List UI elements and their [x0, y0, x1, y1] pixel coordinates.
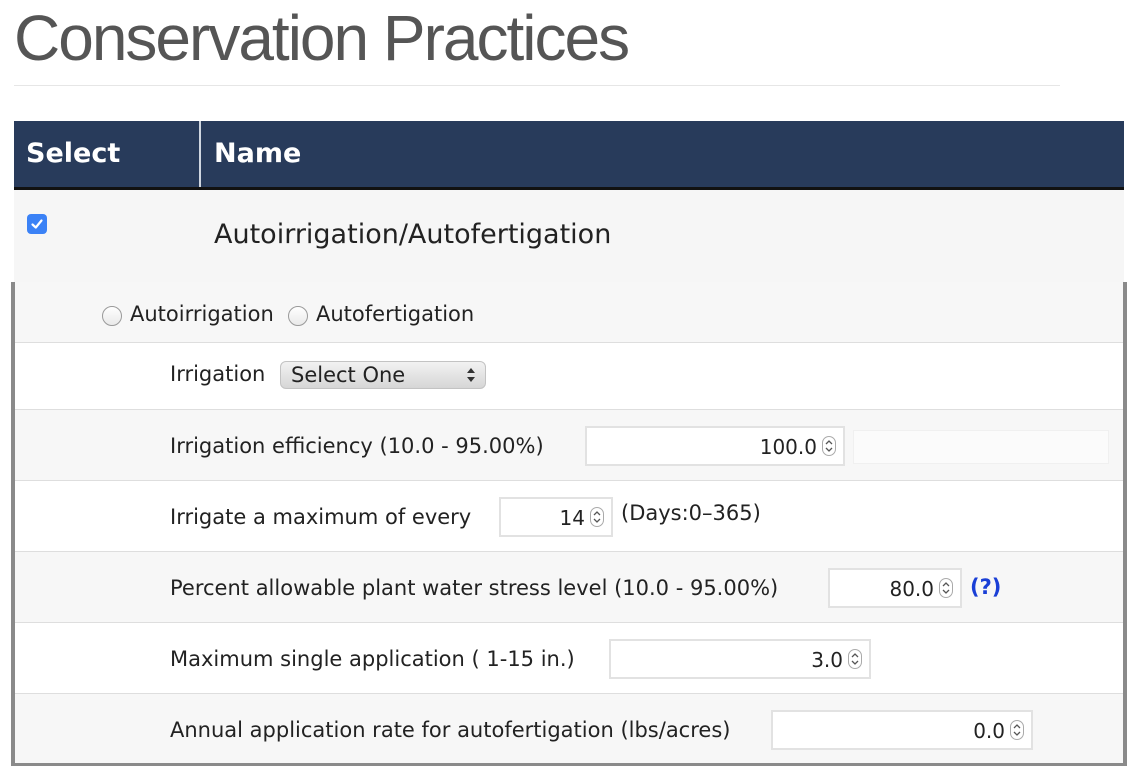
single-app-spinner[interactable] — [848, 649, 862, 669]
page-title: Conservation Practices — [14, 2, 630, 74]
single-app-value: 3.0 — [811, 648, 843, 672]
table-header: Select Name — [14, 121, 1124, 190]
irrigation-select[interactable]: Select One — [280, 361, 486, 389]
single-app-label: Maximum single application ( 1-15 in.) — [170, 647, 575, 671]
single-app-input[interactable]: 3.0 — [609, 639, 871, 679]
single-app-row: Maximum single application ( 1-15 in.) 3… — [15, 622, 1123, 694]
mode-row: Autoirrigation Autofertigation — [15, 282, 1123, 342]
irrigation-row: Irrigation Select One — [15, 342, 1123, 410]
spinner-arrows-icon — [1013, 724, 1021, 736]
efficiency-extra-field — [853, 430, 1109, 464]
max-every-input[interactable]: 14 — [499, 497, 613, 537]
efficiency-spinner[interactable] — [822, 436, 836, 456]
annual-rate-label: Annual application rate for autofertigat… — [170, 718, 731, 742]
max-every-value: 14 — [559, 506, 585, 530]
efficiency-value: 100.0 — [759, 435, 817, 459]
efficiency-label: Irrigation efficiency (10.0 - 95.00%) — [170, 434, 544, 458]
header-divider — [199, 121, 201, 187]
practice-checkbox[interactable] — [27, 214, 47, 234]
autoirrigation-radio[interactable] — [102, 306, 122, 326]
irrigation-label: Irrigation — [170, 362, 266, 386]
max-every-label: Irrigate a maximum of every — [170, 505, 472, 529]
practice-name: Autoirrigation/Autofertigation — [214, 219, 612, 250]
spinner-arrows-icon — [825, 440, 833, 452]
max-every-spinner[interactable] — [590, 507, 604, 527]
annual-rate-spinner[interactable] — [1010, 720, 1024, 740]
header-name: Name — [214, 138, 302, 169]
autofertigation-label[interactable]: Autofertigation — [316, 302, 475, 326]
efficiency-row: Irrigation efficiency (10.0 - 95.00%) 10… — [15, 409, 1123, 481]
max-every-units: (Days:0–365) — [621, 501, 761, 525]
stress-input[interactable]: 80.0 — [828, 568, 962, 608]
max-every-row: Irrigate a maximum of every 14 (Days:0–3… — [15, 480, 1123, 552]
spinner-arrows-icon — [942, 582, 950, 594]
stress-label: Percent allowable plant water stress lev… — [170, 576, 779, 600]
autoirrigation-label[interactable]: Autoirrigation — [130, 302, 274, 326]
stress-help-link[interactable]: (?) — [970, 575, 1002, 599]
stress-value: 80.0 — [889, 577, 934, 601]
stress-row: Percent allowable plant water stress lev… — [15, 551, 1123, 623]
annual-rate-value: 0.0 — [973, 719, 1005, 743]
autofertigation-radio[interactable] — [288, 306, 308, 326]
annual-rate-input[interactable]: 0.0 — [771, 710, 1033, 750]
spinner-arrows-icon — [851, 653, 859, 665]
stress-spinner[interactable] — [939, 578, 953, 598]
efficiency-input[interactable]: 100.0 — [585, 426, 845, 466]
checkmark-icon — [31, 219, 43, 229]
practice-row: Autoirrigation/Autofertigation — [14, 190, 1124, 282]
irrigation-select-value: Select One — [291, 363, 406, 387]
header-select: Select — [26, 138, 121, 169]
title-divider — [14, 85, 1060, 86]
annual-rate-row: Annual application rate for autofertigat… — [15, 693, 1123, 763]
updown-arrows-icon — [467, 368, 475, 382]
practice-options-panel: Autoirrigation Autofertigation Irrigatio… — [11, 282, 1127, 766]
spinner-arrows-icon — [593, 511, 601, 523]
